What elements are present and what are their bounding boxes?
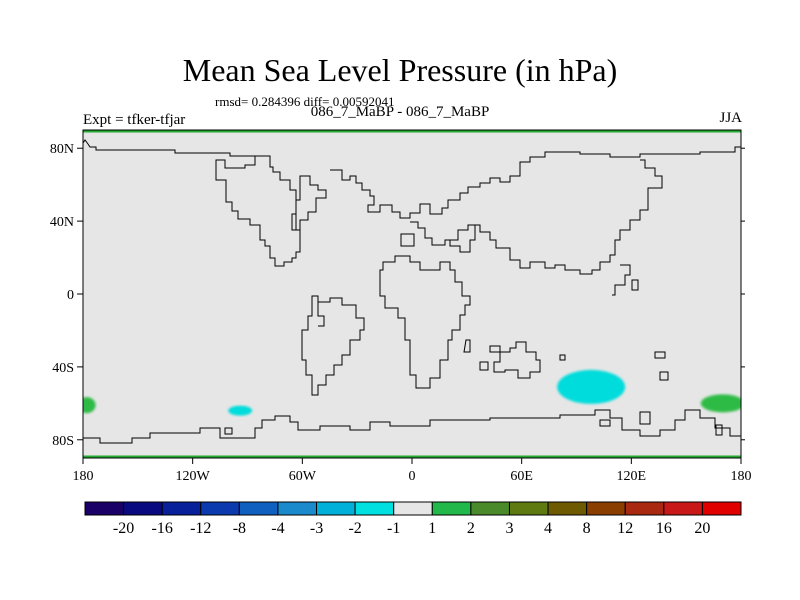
colorbar-label: 4 (544, 520, 552, 537)
colorbar-label: -2 (348, 520, 361, 537)
colorbar-label: 12 (617, 520, 633, 537)
greenland-coastline (291, 175, 327, 231)
colorbar-swatch (586, 501, 626, 516)
colorbar-swatch (663, 501, 703, 516)
latitude-axis: 80N 40N 0 40S 80S (50, 142, 745, 449)
lon-tick-label: 60W (289, 469, 317, 484)
lat-tick-label: 0 (67, 288, 74, 303)
colorbar-label: 2 (467, 520, 475, 537)
inland-sea (400, 233, 415, 247)
colorbar-label: -16 (152, 520, 173, 537)
colorbar-label: 8 (583, 520, 591, 537)
south-pacific-low-blob (228, 405, 253, 416)
lon-tick-label: 0 (409, 469, 416, 484)
east-asia-islands (609, 255, 639, 296)
colorbar-label: -20 (113, 520, 134, 537)
antarctic-peninsula (224, 411, 723, 436)
lat-tick-label: 80S (52, 434, 74, 449)
colorbar-swatch (238, 501, 279, 516)
colorbar-swatch (393, 501, 433, 516)
colorbar-swatch (316, 501, 356, 516)
colorbar-swatch (701, 501, 742, 516)
colorbar-label: -12 (190, 520, 211, 537)
longitude-axis: 180 120W 60W 0 60E 120E 180 (73, 458, 752, 484)
date-line-high-blob (83, 397, 96, 414)
indonesia-islands (479, 345, 501, 371)
colorbar-swatch (354, 501, 395, 516)
colorbar-swatch (508, 501, 549, 516)
new-zealand-coastline (654, 351, 669, 381)
colorbar: -20 -16 -12 -8 -4 -3 -2 -1 1 2 3 4 8 12 16 20 (84, 501, 742, 537)
colorbar-label: 1 (428, 520, 436, 537)
colorbar-swatch (84, 501, 125, 516)
season-label: JJA (719, 110, 742, 126)
pacific-island (559, 354, 566, 361)
lon-tick-label: 120E (617, 469, 647, 484)
asia-east-coastline (410, 159, 663, 275)
eurasia-coastline (83, 139, 301, 267)
colorbar-swatch (161, 501, 202, 516)
lon-tick-label: 60E (510, 469, 533, 484)
colorbar-label: -8 (233, 520, 246, 537)
lon-tick-label: 120W (176, 469, 211, 484)
colorbar-swatch (277, 501, 318, 516)
colorbar-swatch (624, 501, 665, 516)
chart-title: Mean Sea Level Pressure (in hPa) (182, 52, 618, 88)
colorbar-label: 16 (656, 520, 672, 537)
lat-tick-label: 40S (52, 361, 74, 376)
south-indian-ocean-low-blob (557, 369, 626, 404)
colorbar-label: 3 (505, 520, 513, 537)
europe-asia-coastline (330, 146, 741, 219)
coastlines (83, 139, 741, 444)
australia-coastline (493, 341, 541, 379)
south-america-coastline (301, 295, 365, 396)
madagascar-coastline (463, 339, 471, 353)
rmsd-diff-stats: rmsd= 0.284396 diff= 0.00592041 (215, 94, 395, 109)
colorbar-label: 20 (694, 520, 710, 537)
colorbar-label: -4 (271, 520, 284, 537)
lat-tick-label: 40N (50, 215, 74, 230)
anomaly-layer (83, 369, 741, 416)
antarctica-coastline (83, 409, 741, 444)
colorbar-swatch (470, 501, 510, 516)
lon-tick-label: 180 (73, 469, 94, 484)
lon-tick-label: 180 (731, 469, 752, 484)
colorbar-swatch (123, 501, 163, 516)
lat-tick-label: 80N (50, 142, 74, 157)
central-america-coastline (317, 302, 325, 327)
chart-subtitle: 086_7_MaBP - 086_7_MaBP (310, 104, 490, 120)
africa-coastline (379, 255, 471, 389)
arabia-coastline (449, 224, 476, 253)
colorbar-swatch (547, 501, 588, 516)
colorbar-label: -1 (387, 520, 400, 537)
southwest-pacific-high-blob (700, 394, 741, 413)
experiment-label: Expt = tfker-tfjar (83, 112, 186, 128)
colorbar-label: -3 (310, 520, 323, 537)
map-plot-area (83, 130, 741, 458)
colorbar-swatch (431, 501, 472, 516)
colorbar-swatch (200, 501, 240, 516)
